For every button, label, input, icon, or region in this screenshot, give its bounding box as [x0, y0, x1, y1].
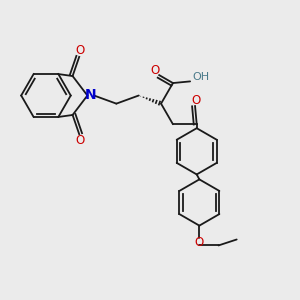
- Text: N: N: [85, 88, 97, 102]
- Text: O: O: [75, 44, 84, 57]
- Text: O: O: [151, 64, 160, 77]
- Text: O: O: [195, 236, 204, 249]
- Text: O: O: [191, 94, 201, 107]
- Text: O: O: [75, 134, 84, 147]
- Text: OH: OH: [192, 72, 209, 82]
